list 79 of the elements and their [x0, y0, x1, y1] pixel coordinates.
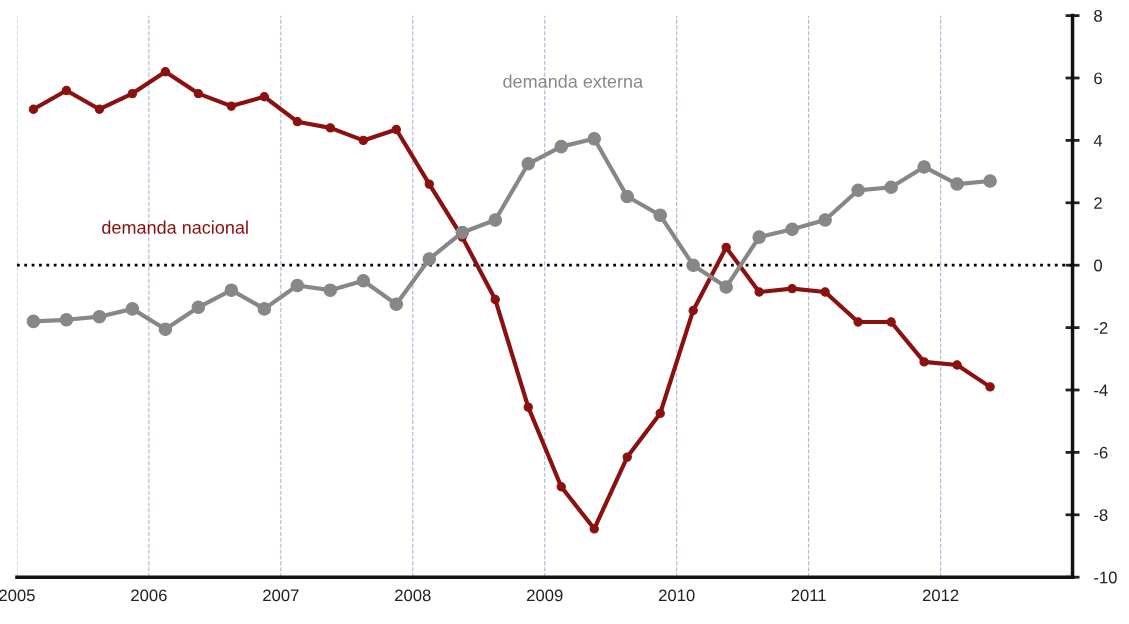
- point: [985, 382, 995, 392]
- y-tick-label: -10: [1094, 571, 1117, 584]
- point: [92, 309, 107, 324]
- point: [94, 104, 105, 114]
- point: [523, 402, 533, 412]
- x-tick-label: 2012: [922, 589, 959, 602]
- point: [587, 132, 601, 146]
- point: [919, 357, 929, 367]
- point: [391, 124, 401, 135]
- point: [28, 104, 39, 114]
- point: [818, 213, 832, 227]
- y-tick-label: -8: [1094, 509, 1108, 521]
- point: [686, 258, 700, 272]
- point: [325, 123, 336, 133]
- point: [259, 92, 270, 102]
- point: [455, 225, 470, 240]
- point: [226, 101, 237, 111]
- point: [622, 452, 632, 462]
- point: [554, 139, 569, 154]
- point: [589, 524, 599, 534]
- text: demanda externa: [503, 74, 644, 88]
- x-tick-label: 2007: [263, 589, 299, 602]
- point: [884, 180, 898, 194]
- point: [820, 287, 830, 297]
- point: [851, 183, 865, 198]
- point: [488, 213, 503, 227]
- point: [655, 408, 665, 419]
- point: [424, 179, 434, 189]
- x-tick-label: 2005: [0, 589, 35, 602]
- point: [917, 160, 931, 174]
- x-tick-label: 2009: [527, 589, 563, 602]
- y-tick-label: 6: [1094, 72, 1102, 85]
- x-tick-label: 2006: [131, 589, 167, 602]
- point: [950, 177, 964, 191]
- point: [191, 300, 206, 315]
- point: [257, 302, 272, 316]
- point: [556, 482, 566, 492]
- point: [752, 230, 766, 244]
- point: [127, 88, 138, 99]
- point: [160, 67, 171, 77]
- point: [125, 302, 140, 316]
- point: [389, 297, 404, 311]
- point: [193, 88, 204, 99]
- y-tick-label: -2: [1094, 322, 1108, 334]
- x-tick-label: 2008: [395, 589, 431, 602]
- point: [323, 283, 338, 297]
- point: [26, 314, 41, 329]
- y-tick-label: -6: [1094, 446, 1108, 459]
- point: [886, 317, 896, 327]
- point: [952, 360, 962, 370]
- y-tick-label: -4: [1094, 384, 1108, 397]
- point: [422, 252, 437, 266]
- y-tick-label: 8: [1094, 10, 1102, 22]
- y-tick-label: 4: [1093, 134, 1103, 147]
- point: [754, 287, 764, 297]
- y-tick-label: 0: [1094, 259, 1102, 272]
- text: demanda nacional: [102, 220, 248, 234]
- point: [721, 242, 731, 253]
- point: [290, 278, 305, 293]
- point: [356, 274, 371, 288]
- point: [158, 322, 173, 336]
- point: [653, 208, 667, 223]
- point: [688, 305, 698, 316]
- point: [521, 157, 536, 171]
- point: [59, 313, 74, 327]
- point: [358, 135, 368, 146]
- point: [983, 174, 997, 188]
- point: [490, 294, 500, 305]
- y-tick-label: 2: [1094, 197, 1102, 209]
- point: [620, 189, 634, 204]
- point: [719, 280, 733, 294]
- point: [853, 317, 863, 327]
- point: [785, 222, 799, 237]
- x-tick-label: 2010: [659, 589, 695, 602]
- x-tick-label: 2011: [791, 589, 826, 602]
- point: [787, 283, 797, 294]
- point: [224, 283, 239, 297]
- point: [61, 85, 72, 96]
- point: [292, 116, 303, 127]
